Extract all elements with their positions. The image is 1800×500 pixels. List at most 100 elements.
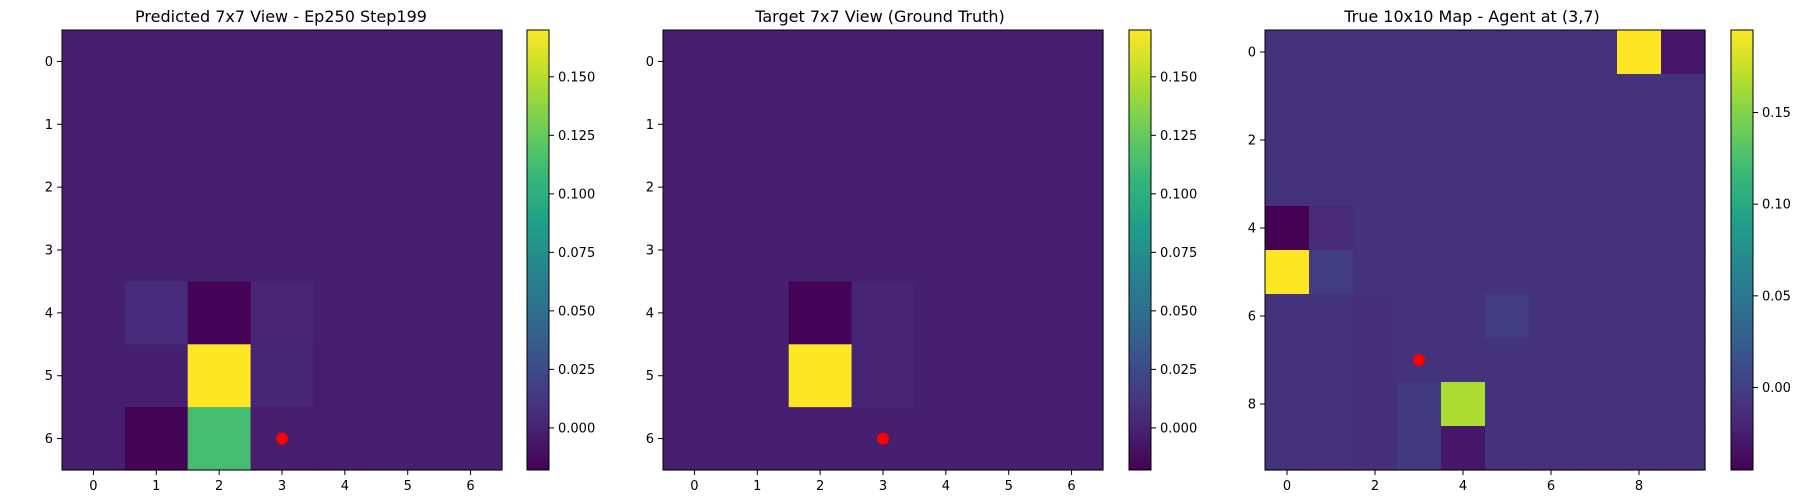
true-map-cell-8-4 (1441, 382, 1486, 427)
true-map-title: True 10x10 Map - Agent at (3,7) (1343, 7, 1600, 26)
true-map-cell-0-5 (1485, 30, 1530, 75)
true-map-cell-9-6 (1529, 426, 1574, 471)
target-view-y-tick-label: 1 (646, 118, 654, 133)
target-view-cell-6-1 (725, 407, 790, 471)
target-view-cell-1-2 (788, 92, 853, 157)
target-view-cell-3-6 (1040, 218, 1104, 283)
predicted-view-cell-4-3 (250, 281, 315, 345)
target-view-cell-6-4 (914, 407, 978, 471)
true-map-cell-8-5 (1485, 382, 1530, 427)
true-map-axes-frame (1264, 29, 1706, 471)
predicted-view-cell-2-1 (124, 155, 189, 220)
true-map-cell-4-2 (1353, 206, 1398, 251)
true-map-cell-8-7 (1573, 382, 1618, 427)
true-map-cell-1-1 (1309, 74, 1354, 119)
true-map-cell-7-0 (1265, 338, 1310, 383)
target-view-cell-4-0 (663, 281, 727, 345)
true-map-cell-7-4 (1441, 338, 1486, 383)
true-map-cell-4-3 (1397, 206, 1442, 251)
predicted-view-y-tick-label: 2 (45, 181, 53, 196)
true-map-cell-6-2 (1353, 294, 1398, 339)
true-map-colorbar: 0.15 0.10 0.05 0.00 (1730, 29, 1791, 471)
true-map-y-tick-label: 6 (1248, 310, 1256, 325)
true-map-panel: True 10x10 Map - Agent at (3,7) 0 2 4 6 8 0 2… (1248, 7, 1791, 494)
predicted-view-y-tick-label: 1 (45, 118, 53, 133)
true-map-cell-4-5 (1485, 206, 1530, 251)
target-view-colorbar-tick-label: 0.050 (1160, 304, 1197, 319)
true-map-cell-5-9 (1661, 250, 1706, 295)
predicted-view-x-axis: 0 1 2 3 4 5 6 (89, 470, 475, 494)
predicted-view-y-tick-label: 3 (45, 244, 53, 259)
target-view-x-tick-label: 5 (1005, 479, 1013, 494)
true-map-cell-2-6 (1529, 118, 1574, 163)
true-map-cell-2-7 (1573, 118, 1618, 163)
target-view-x-tick-label: 6 (1067, 479, 1075, 494)
true-map-cell-9-7 (1573, 426, 1618, 471)
predicted-view-cell-4-2 (187, 281, 252, 345)
target-view-cell-1-0 (663, 92, 727, 157)
predicted-view-cell-0-4 (313, 30, 377, 94)
target-view-cell-4-2 (788, 281, 853, 345)
target-view-cell-6-0 (663, 407, 727, 471)
true-map-cell-6-5 (1485, 294, 1530, 339)
target-view-cell-4-3 (851, 281, 916, 345)
target-view-cell-0-6 (1040, 30, 1104, 94)
true-map-y-tick-label: 0 (1248, 46, 1256, 61)
target-view-cell-3-0 (663, 218, 727, 283)
predicted-view-colorbar-tick-label: 0.125 (558, 129, 595, 144)
target-view-cell-6-6 (1040, 407, 1104, 471)
true-map-cell-6-6 (1529, 294, 1574, 339)
predicted-view-y-tick-label: 4 (45, 306, 53, 321)
true-map-cell-5-3 (1397, 250, 1442, 295)
predicted-view-cell-0-0 (62, 30, 126, 94)
target-view-cell-2-3 (851, 155, 916, 220)
true-map-y-tick-label: 4 (1248, 222, 1256, 237)
predicted-view-cell-5-6 (439, 344, 503, 408)
target-view-y-tick-label: 6 (646, 432, 654, 447)
predicted-view-cell-5-3 (250, 344, 315, 408)
true-map-cell-2-9 (1661, 118, 1706, 163)
true-map-cell-4-6 (1529, 206, 1574, 251)
true-map-cell-1-7 (1573, 74, 1618, 119)
target-view-cell-0-2 (788, 30, 853, 94)
true-map-x-axis: 0 2 4 6 8 (1283, 470, 1643, 494)
true-map-cell-6-1 (1309, 294, 1354, 339)
predicted-view-cell-3-5 (376, 218, 440, 283)
predicted-view-cell-4-1 (124, 281, 189, 345)
true-map-cell-7-8 (1617, 338, 1662, 383)
true-map-y-tick-label: 8 (1248, 398, 1256, 413)
true-map-cell-1-2 (1353, 74, 1398, 119)
target-view-cell-1-4 (914, 92, 978, 157)
true-map-x-tick-label: 0 (1283, 479, 1291, 494)
true-map-cell-6-8 (1617, 294, 1662, 339)
target-view-cell-2-4 (914, 155, 978, 220)
target-view-x-tick-label: 0 (690, 479, 698, 494)
predicted-view-cell-3-1 (124, 218, 189, 283)
true-map-x-tick-label: 8 (1635, 479, 1643, 494)
true-map-cell-6-0 (1265, 294, 1310, 339)
target-view-colorbar-gradient (1128, 29, 1152, 471)
true-map-cell-4-8 (1617, 206, 1662, 251)
target-view-cell-1-3 (851, 92, 916, 157)
true-map-cell-8-9 (1661, 382, 1706, 427)
true-map-cell-8-3 (1397, 382, 1442, 427)
predicted-view-cell-0-5 (376, 30, 440, 94)
true-map-cell-2-0 (1265, 118, 1310, 163)
true-map-cell-3-1 (1309, 162, 1354, 207)
predicted-view-cell-5-5 (376, 344, 440, 408)
true-map-cell-9-2 (1353, 426, 1398, 471)
predicted-view-cell-3-4 (313, 218, 377, 283)
true-map-cell-7-9 (1661, 338, 1706, 383)
true-map-cell-6-3 (1397, 294, 1442, 339)
true-map-y-tick-label: 2 (1248, 134, 1256, 149)
target-view-colorbar-tick-label: 0.150 (1160, 70, 1197, 85)
target-view-cell-6-5 (977, 407, 1041, 471)
predicted-view-cell-4-6 (439, 281, 503, 345)
true-map-cell-4-7 (1573, 206, 1618, 251)
target-view-cell-1-1 (725, 92, 790, 157)
true-map-cell-3-0 (1265, 162, 1310, 207)
predicted-view-cell-3-6 (439, 218, 503, 283)
target-view-cell-3-3 (851, 218, 916, 283)
true-map-cell-0-7 (1573, 30, 1618, 75)
predicted-view-cell-3-2 (187, 218, 252, 283)
